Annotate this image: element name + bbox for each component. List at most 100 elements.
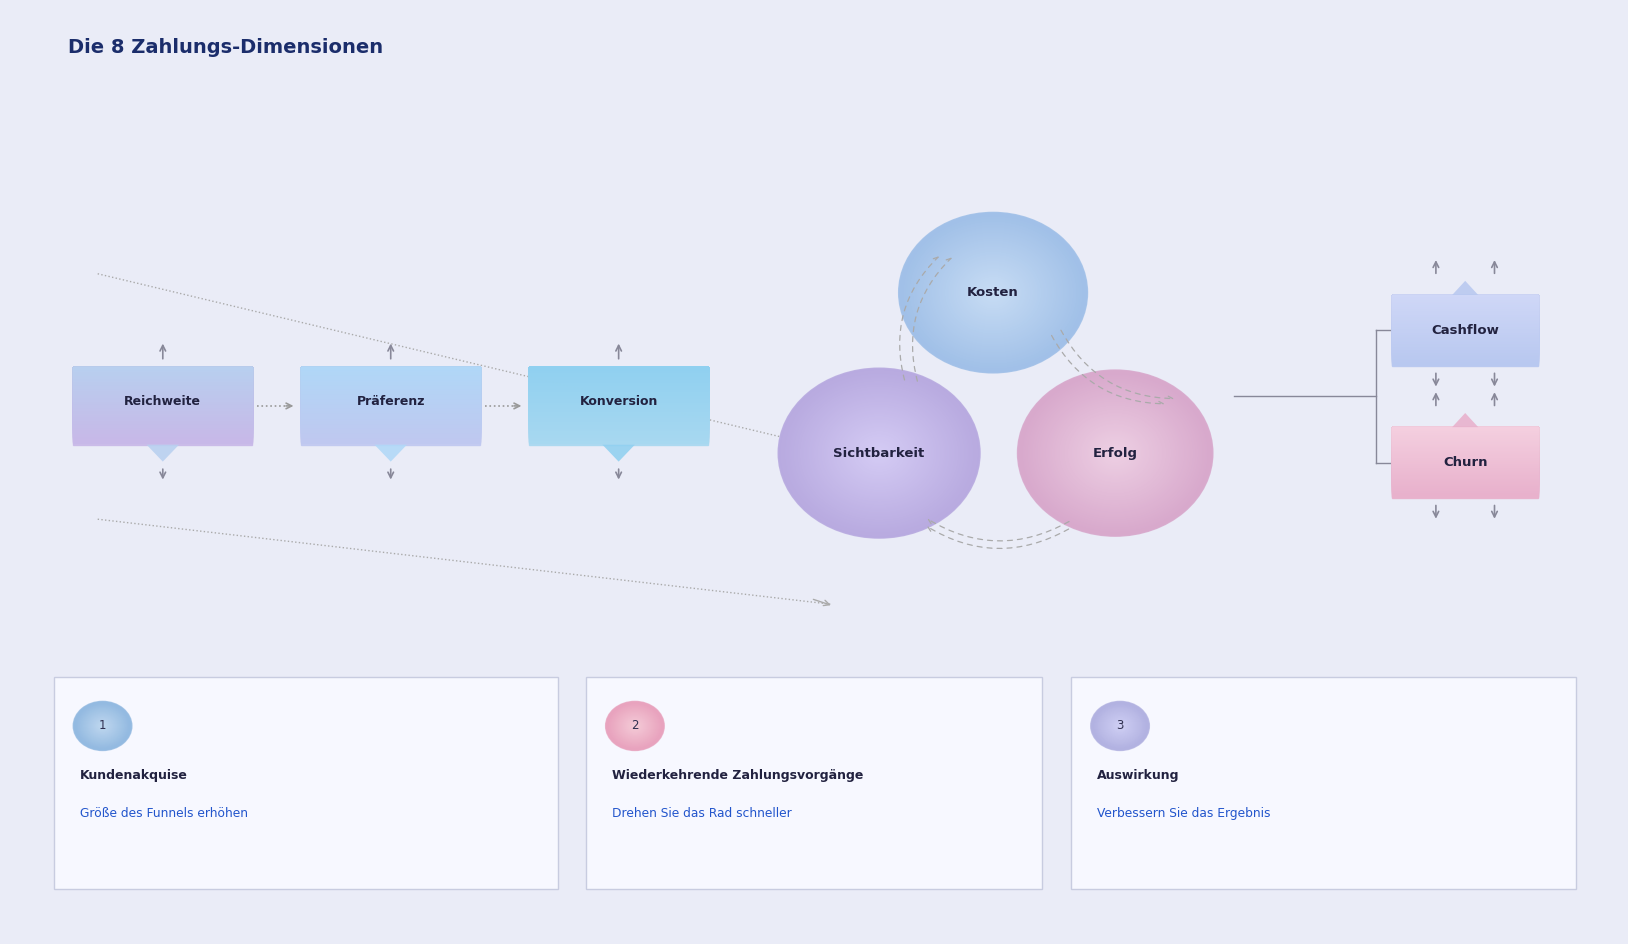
- Bar: [1392, 295, 1538, 342]
- Ellipse shape: [622, 715, 648, 737]
- Bar: [1392, 427, 1538, 458]
- Bar: [301, 367, 480, 389]
- Bar: [1392, 295, 1538, 350]
- Ellipse shape: [933, 242, 1053, 344]
- Text: Präferenz: Präferenz: [357, 395, 425, 408]
- Ellipse shape: [926, 235, 1060, 350]
- Bar: [1392, 427, 1538, 433]
- Ellipse shape: [864, 440, 894, 466]
- Bar: [301, 367, 480, 392]
- Ellipse shape: [77, 704, 129, 748]
- Bar: [1392, 428, 1538, 482]
- Bar: [1392, 427, 1538, 439]
- Ellipse shape: [622, 716, 648, 736]
- Bar: [529, 367, 708, 395]
- Ellipse shape: [1042, 391, 1188, 515]
- Ellipse shape: [619, 712, 651, 740]
- Text: Reichweite: Reichweite: [124, 395, 202, 408]
- Ellipse shape: [624, 716, 646, 735]
- Ellipse shape: [821, 404, 938, 502]
- Ellipse shape: [860, 437, 899, 469]
- Bar: [529, 367, 708, 406]
- Ellipse shape: [1019, 372, 1211, 534]
- Bar: [1392, 427, 1538, 430]
- Ellipse shape: [918, 228, 1068, 357]
- Bar: [301, 367, 480, 372]
- Bar: [301, 367, 480, 385]
- Ellipse shape: [1021, 373, 1210, 533]
- Text: 2: 2: [632, 719, 638, 733]
- Bar: [73, 367, 252, 374]
- Bar: [1392, 295, 1538, 296]
- Bar: [73, 367, 252, 372]
- Bar: [73, 367, 252, 424]
- Ellipse shape: [936, 244, 1050, 341]
- Bar: [301, 367, 480, 396]
- Ellipse shape: [1031, 381, 1200, 525]
- Ellipse shape: [1048, 396, 1182, 510]
- Ellipse shape: [1022, 374, 1208, 532]
- Ellipse shape: [620, 714, 650, 738]
- Bar: [529, 367, 708, 419]
- Ellipse shape: [840, 420, 918, 486]
- Bar: [73, 367, 252, 375]
- Ellipse shape: [1099, 709, 1141, 743]
- Ellipse shape: [633, 724, 637, 728]
- Ellipse shape: [1101, 441, 1130, 465]
- Ellipse shape: [819, 402, 939, 504]
- Bar: [73, 367, 252, 407]
- Bar: [73, 367, 252, 427]
- Bar: [1392, 295, 1538, 303]
- Bar: [73, 367, 252, 430]
- Bar: [529, 367, 708, 378]
- Ellipse shape: [1105, 714, 1135, 738]
- Ellipse shape: [628, 721, 641, 731]
- Bar: [1392, 427, 1538, 481]
- Ellipse shape: [837, 418, 921, 488]
- Bar: [1392, 428, 1538, 471]
- Bar: [1392, 295, 1538, 355]
- Ellipse shape: [794, 382, 964, 524]
- Ellipse shape: [99, 723, 106, 729]
- Bar: [529, 367, 708, 417]
- Text: Drehen Sie das Rad schneller: Drehen Sie das Rad schneller: [612, 807, 791, 820]
- Bar: [73, 367, 252, 380]
- Ellipse shape: [619, 713, 651, 739]
- Bar: [301, 367, 480, 387]
- Ellipse shape: [838, 419, 920, 487]
- Bar: [529, 367, 708, 382]
- Bar: [1392, 295, 1538, 300]
- Bar: [301, 367, 480, 381]
- Ellipse shape: [1088, 430, 1143, 476]
- Bar: [73, 367, 252, 421]
- Bar: [301, 367, 480, 426]
- Bar: [1392, 295, 1538, 327]
- Ellipse shape: [982, 282, 1004, 303]
- Bar: [1392, 295, 1538, 322]
- Bar: [1392, 427, 1538, 459]
- Bar: [73, 367, 252, 435]
- Bar: [1392, 295, 1538, 348]
- Bar: [1392, 427, 1538, 491]
- Ellipse shape: [1050, 397, 1182, 509]
- Bar: [1392, 295, 1538, 304]
- Bar: [301, 367, 480, 388]
- Ellipse shape: [902, 215, 1084, 370]
- Ellipse shape: [961, 265, 1026, 320]
- Ellipse shape: [1035, 385, 1195, 521]
- Ellipse shape: [633, 725, 637, 727]
- Ellipse shape: [974, 277, 1013, 309]
- Ellipse shape: [858, 435, 900, 471]
- Bar: [73, 367, 252, 444]
- Ellipse shape: [876, 451, 882, 455]
- Ellipse shape: [1094, 704, 1146, 748]
- Bar: [1392, 295, 1538, 325]
- Ellipse shape: [630, 722, 640, 730]
- Bar: [1392, 428, 1538, 430]
- Bar: [1392, 295, 1538, 331]
- Bar: [529, 367, 708, 402]
- Bar: [1392, 427, 1538, 474]
- Bar: [301, 367, 480, 393]
- Bar: [529, 367, 708, 392]
- Ellipse shape: [1097, 707, 1143, 745]
